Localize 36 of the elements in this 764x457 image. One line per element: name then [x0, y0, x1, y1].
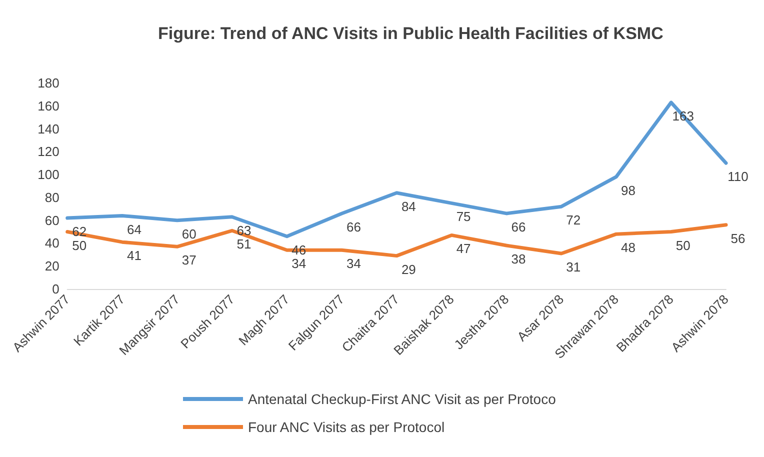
data-label: 60	[182, 226, 196, 242]
y-tick-label: 180	[38, 76, 60, 90]
y-tick-label: 60	[44, 212, 60, 228]
data-label: 37	[182, 252, 196, 268]
data-label: 34	[292, 256, 306, 272]
legend-label: Four ANC Visits as per Protocol	[248, 419, 445, 435]
data-label: 72	[566, 212, 581, 228]
data-label: 31	[566, 260, 581, 275]
data-label: 38	[511, 252, 526, 267]
legend-label: Antenatal Checkup-First ANC Visit as per Protoco	[248, 391, 556, 407]
data-label: 110	[728, 169, 748, 184]
y-tick-label: 120	[38, 144, 60, 160]
data-label: 48	[620, 240, 636, 256]
data-label: 84	[401, 198, 416, 214]
data-label: 56	[730, 230, 746, 246]
y-tick-label: 20	[44, 258, 60, 274]
data-label: 64	[127, 222, 142, 237]
y-tick-label: 100	[38, 167, 60, 182]
y-tick-label: 140	[38, 121, 60, 136]
y-tick-label: 80	[44, 190, 60, 205]
data-label: 75	[456, 209, 471, 224]
data-label: 51	[236, 236, 252, 252]
chart-title: Figure: Trend of ANC Visits in Public Health Facilities of KSMC	[158, 24, 664, 43]
y-tick-label: 160	[38, 98, 60, 114]
data-label: 29	[401, 262, 416, 277]
data-label: 98	[620, 182, 636, 198]
data-label: 50	[72, 238, 87, 253]
data-label: 47	[456, 241, 471, 256]
y-tick-label: 0	[52, 282, 60, 296]
data-label: 50	[676, 238, 690, 253]
y-tick-label: 40	[44, 236, 60, 251]
data-label: 66	[346, 219, 362, 234]
line-series	[66, 100, 728, 238]
data-label: 41	[127, 248, 142, 264]
data-label: 34	[346, 256, 362, 272]
data-label: 66	[511, 219, 526, 234]
